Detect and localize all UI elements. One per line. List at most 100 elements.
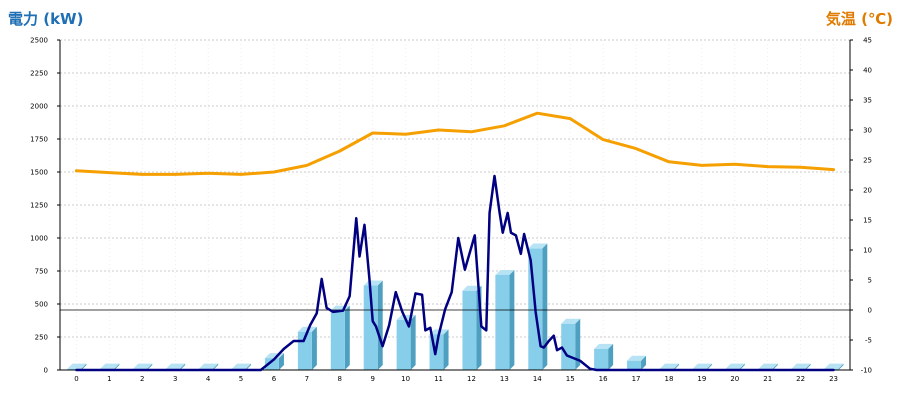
bar-front xyxy=(495,274,510,370)
x-tick-label: 22 xyxy=(796,375,805,383)
bar xyxy=(396,314,416,370)
x-tick-label: 21 xyxy=(763,375,772,383)
bar xyxy=(67,363,87,370)
bar-front xyxy=(462,290,477,370)
bar xyxy=(495,269,515,370)
right-tick-label: 10 xyxy=(863,247,872,255)
temperature-line xyxy=(74,111,836,176)
right-tick-label: 35 xyxy=(863,97,872,105)
grid xyxy=(60,39,850,370)
right-tick-label: 5 xyxy=(868,277,872,285)
bar-top xyxy=(232,363,252,369)
bar-side xyxy=(509,269,515,370)
bar-top xyxy=(692,363,712,369)
left-tick-label: 750 xyxy=(35,268,48,276)
bar-top xyxy=(725,363,745,369)
bar-front xyxy=(67,368,82,370)
bar-top xyxy=(528,243,548,249)
bar-side xyxy=(838,363,844,370)
x-tick-label: 16 xyxy=(599,375,608,383)
x-tick-label: 19 xyxy=(697,375,706,383)
bar xyxy=(363,280,383,370)
bar-side xyxy=(81,363,87,370)
x-tick-label: 17 xyxy=(632,375,641,383)
bar-side xyxy=(673,363,679,370)
bar-top xyxy=(561,318,581,324)
x-tick-label: 7 xyxy=(305,375,309,383)
bar-side xyxy=(278,353,284,370)
right-tick-label: 15 xyxy=(863,217,872,225)
bar-top xyxy=(824,363,844,369)
right-axis-title: 気温 (℃) xyxy=(826,10,893,28)
bar-side xyxy=(147,363,153,370)
bar-side xyxy=(114,363,120,370)
bar-side xyxy=(772,363,778,370)
left-tick-label: 500 xyxy=(35,301,48,309)
bar-side xyxy=(443,329,449,370)
bar-top xyxy=(133,363,153,369)
bar-top xyxy=(100,363,120,369)
bar-side xyxy=(739,363,745,370)
right-tick-label: -5 xyxy=(865,337,872,345)
x-tick-label: 12 xyxy=(467,375,476,383)
x-tick-label: 13 xyxy=(500,375,509,383)
bar-top xyxy=(659,363,679,369)
bar-front xyxy=(363,285,378,370)
bar-front xyxy=(627,360,642,370)
tick-labels: 2500225020001750150012501000750500250045… xyxy=(30,37,872,384)
right-tick-label: 25 xyxy=(863,157,872,165)
bar-side xyxy=(377,280,383,370)
bar-side xyxy=(311,326,317,370)
x-tick-label: 11 xyxy=(434,375,443,383)
left-tick-label: 2500 xyxy=(30,37,48,45)
bar-side xyxy=(344,305,350,370)
line-series xyxy=(74,111,836,372)
bar xyxy=(561,318,581,370)
bar-side xyxy=(180,363,186,370)
x-tick-label: 3 xyxy=(173,375,177,383)
left-tick-label: 2000 xyxy=(30,103,48,111)
x-tick-label: 9 xyxy=(370,375,374,383)
bar-top xyxy=(67,363,87,369)
bar-side xyxy=(575,318,581,370)
bar xyxy=(627,355,647,370)
bar-side xyxy=(706,363,712,370)
axes xyxy=(59,40,851,371)
bar-front xyxy=(594,348,609,370)
bar-front xyxy=(264,358,279,370)
bar-top xyxy=(594,343,614,349)
x-tick-label: 6 xyxy=(272,375,277,383)
bar-front xyxy=(330,310,345,370)
bar-side xyxy=(542,243,548,370)
bar-front xyxy=(561,323,576,370)
x-tick-label: 1 xyxy=(107,375,111,383)
right-tick-label: 45 xyxy=(863,37,872,45)
left-tick-label: 0 xyxy=(44,367,48,375)
bar-top xyxy=(627,355,647,361)
right-tick-label: 40 xyxy=(863,67,872,75)
bar-top xyxy=(495,269,515,275)
left-axis-title: 電力 (kW) xyxy=(8,10,83,28)
left-tick-label: 1500 xyxy=(30,169,48,177)
x-tick-label: 5 xyxy=(239,375,243,383)
bar-top xyxy=(166,363,186,369)
bar xyxy=(264,353,284,370)
right-tick-label: 20 xyxy=(863,187,872,195)
right-tick-label: 30 xyxy=(863,127,872,135)
x-tick-label: 23 xyxy=(829,375,838,383)
left-tick-label: 1750 xyxy=(30,136,48,144)
x-tick-label: 15 xyxy=(566,375,575,383)
left-tick-label: 250 xyxy=(35,334,48,342)
right-tick-label: -10 xyxy=(861,367,872,375)
left-tick-label: 1000 xyxy=(30,235,48,243)
bar-side xyxy=(805,363,811,370)
x-tick-label: 10 xyxy=(401,375,410,383)
bar-side xyxy=(608,343,614,370)
left-tick-label: 2250 xyxy=(30,70,48,78)
x-tick-label: 14 xyxy=(533,375,542,383)
right-tick-label: 0 xyxy=(868,307,872,315)
bar-side xyxy=(213,363,219,370)
x-tick-label: 4 xyxy=(206,375,211,383)
x-tick-label: 20 xyxy=(730,375,739,383)
